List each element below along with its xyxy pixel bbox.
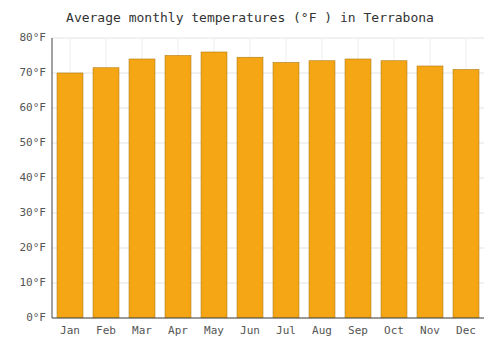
y-grid-line [52,318,484,319]
bar [453,70,479,319]
bar [165,56,191,319]
bar [129,59,155,318]
grid [52,38,484,318]
x-tick-label: Mar [132,324,152,337]
x-tick-label: Feb [96,324,116,337]
x-tick-label: Jun [240,324,260,337]
x-tick-label: Sep [348,324,368,337]
x-tick-label: Jul [276,324,296,337]
y-tick-label: 20°F [20,241,47,254]
bar [417,66,443,318]
bar [237,57,263,318]
y-tick-label: 50°F [20,136,47,149]
bar [93,68,119,318]
x-tick-label: Jan [60,324,80,337]
y-tick-label: 70°F [20,66,47,79]
x-axis-line [52,318,484,319]
bar [201,52,227,318]
bar [309,61,335,318]
y-axis-line [52,38,53,318]
bar [273,63,299,319]
y-tick-label: 60°F [20,101,47,114]
y-tick-label: 0°F [26,311,46,324]
bar [381,61,407,318]
y-grid-line [52,38,484,39]
chart: 0°F 10°F 20°F 30°F 40°F 50°F 60°F 70°F 80°F Jan Fe… [0,0,500,350]
y-tick-label: 10°F [20,276,47,289]
y-tick-label: 40°F [20,171,47,184]
bar [57,73,83,318]
chart-container: 0°F 10°F 20°F 30°F 40°F 50°F 60°F 70°F 80°F Jan Fe… [0,0,500,350]
x-tick-label: May [204,324,224,337]
x-tick-label: Oct [384,324,404,337]
title: Average monthly temperatures (°F ) in Te… [66,10,434,25]
y-tick-label: 80°F [20,31,47,44]
bar [345,59,371,318]
axes: 0°F 10°F 20°F 30°F 40°F 50°F 60°F 70°F 80°F Jan Fe… [20,31,485,337]
bars [57,52,479,318]
x-tick-label: Apr [168,324,188,337]
y-tick-label: 30°F [20,206,47,219]
x-tick-label: Aug [312,324,332,337]
x-tick-label: Nov [420,324,440,337]
x-tick-label: Dec [456,324,476,337]
